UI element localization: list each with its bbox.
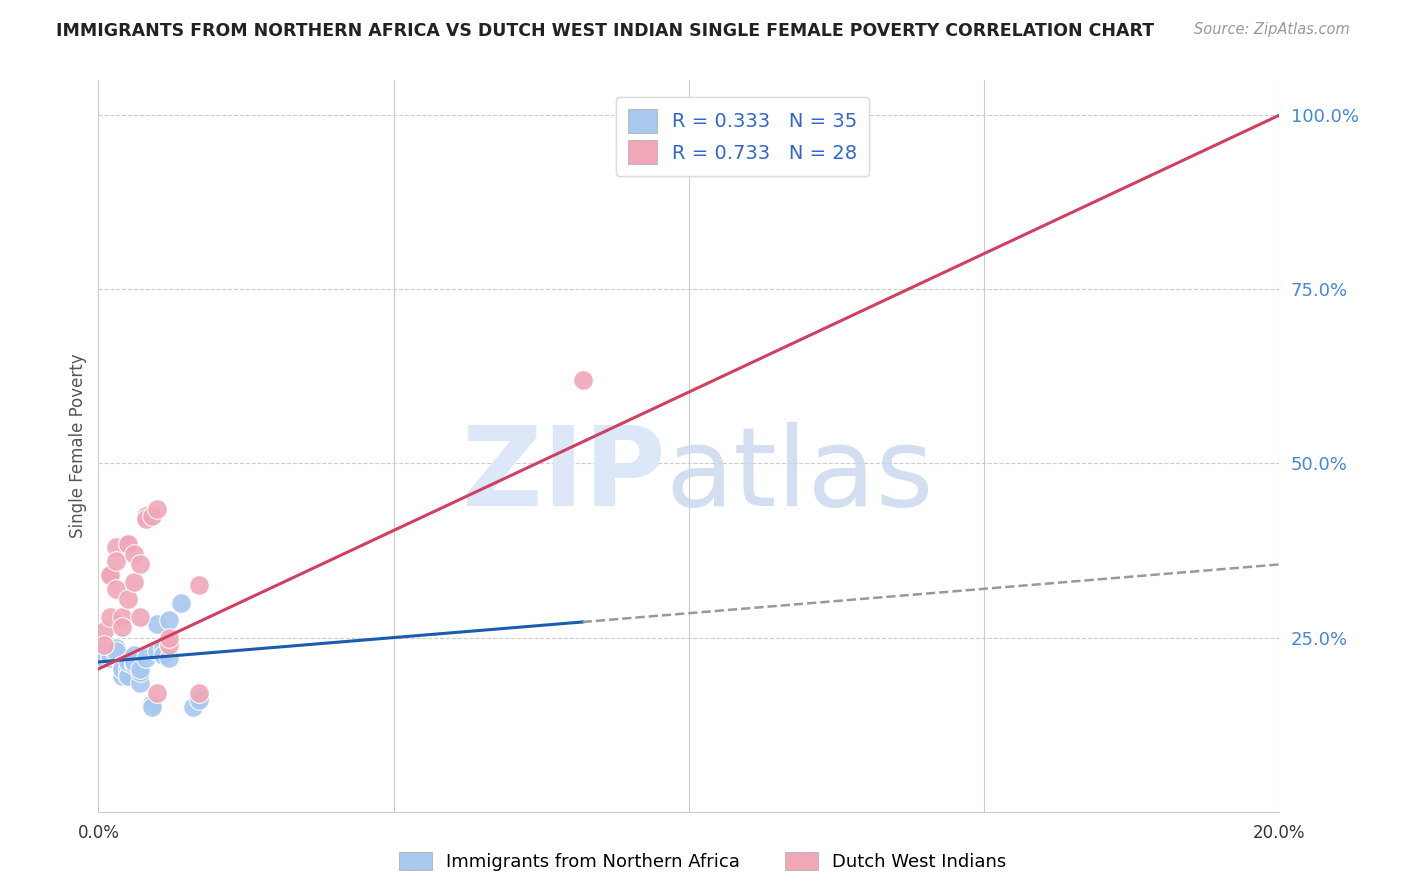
Point (157, 638, 180, 652)
Point (141, 700, 163, 714)
Point (146, 501, 169, 516)
Point (755, 108, 778, 122)
Point (122, 574, 145, 589)
Point (128, 558, 150, 572)
Point (105, 540, 128, 554)
Text: IMMIGRANTS FROM NORTHERN AFRICA VS DUTCH WEST INDIAN SINGLE FEMALE POVERTY CORRE: IMMIGRANTS FROM NORTHERN AFRICA VS DUTCH… (56, 22, 1154, 40)
Point (111, 620, 134, 634)
Point (98, 651, 121, 665)
Point (98, 567, 121, 582)
Point (128, 676, 150, 690)
Point (98, 609, 121, 624)
Legend: Immigrants from Northern Africa, Dutch West Indians: Immigrants from Northern Africa, Dutch W… (392, 845, 1014, 879)
Point (93, 644, 115, 658)
Text: atlas: atlas (665, 422, 934, 529)
Point (117, 536, 139, 550)
Point (135, 651, 157, 665)
Legend: R = 0.333   N = 35, R = 0.733   N = 28: R = 0.333 N = 35, R = 0.733 N = 28 (616, 97, 869, 176)
Point (122, 655, 145, 669)
Point (187, 686, 209, 700)
Point (117, 655, 139, 669)
Point (135, 512, 157, 526)
Point (98, 567, 121, 582)
Point (128, 665, 150, 680)
Point (157, 651, 180, 665)
Point (105, 554, 128, 568)
Y-axis label: Single Female Poverty: Single Female Poverty (69, 354, 87, 538)
Point (117, 536, 139, 550)
Point (111, 669, 134, 683)
Point (135, 508, 157, 523)
Point (146, 686, 169, 700)
Point (122, 547, 145, 561)
Point (111, 609, 134, 624)
Point (117, 669, 139, 683)
Point (157, 613, 180, 627)
Point (187, 578, 209, 592)
Point (93, 638, 115, 652)
Point (105, 644, 128, 658)
Point (117, 669, 139, 683)
Text: Source: ZipAtlas.com: Source: ZipAtlas.com (1194, 22, 1350, 37)
Point (122, 658, 145, 673)
Point (141, 697, 163, 711)
Text: ZIP: ZIP (463, 422, 665, 529)
Point (152, 640, 174, 655)
Point (187, 690, 209, 704)
Point (122, 648, 145, 662)
Text: 20.0%: 20.0% (1253, 824, 1306, 842)
Point (111, 662, 134, 676)
Text: 0.0%: 0.0% (77, 824, 120, 842)
Point (105, 640, 128, 655)
Point (122, 655, 145, 669)
Point (128, 609, 150, 624)
Point (146, 616, 169, 631)
Point (117, 662, 139, 676)
Point (105, 582, 128, 596)
Point (98, 648, 121, 662)
Point (122, 655, 145, 669)
Point (117, 592, 139, 607)
Point (181, 700, 204, 714)
Point (152, 648, 174, 662)
Point (128, 662, 150, 676)
Point (93, 651, 115, 665)
Point (141, 508, 163, 523)
Point (187, 693, 209, 707)
Point (571, 373, 593, 387)
Point (93, 624, 115, 638)
Point (105, 648, 128, 662)
Point (157, 631, 180, 645)
Point (146, 644, 169, 658)
Point (111, 658, 134, 673)
Point (170, 596, 193, 610)
